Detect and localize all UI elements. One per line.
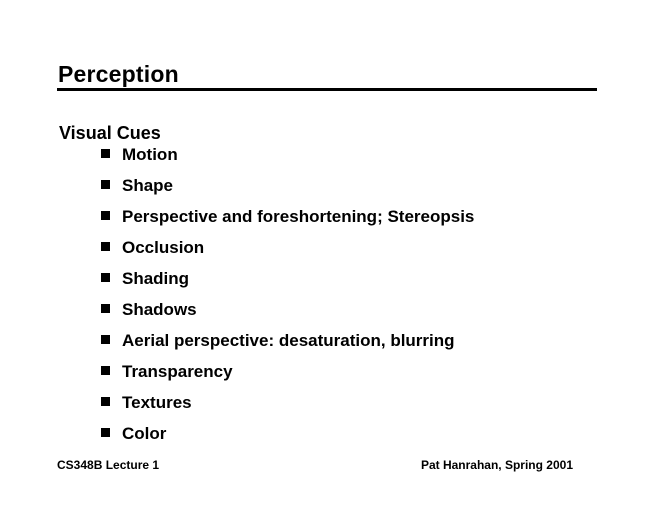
- list-item: Shadows: [101, 293, 474, 324]
- bullet-label: Textures: [122, 392, 192, 412]
- bullet-label: Occlusion: [122, 237, 205, 257]
- square-bullet-icon: [101, 397, 110, 406]
- square-bullet-icon: [101, 149, 110, 158]
- footer-course-label: CS348B Lecture 1: [57, 458, 160, 472]
- list-item: Perspective and foreshortening; Stereops…: [101, 200, 474, 231]
- footer-author-label: Pat Hanrahan, Spring 2001: [420, 458, 573, 472]
- bullet-label: Perspective and foreshortening; Stereops…: [122, 206, 475, 226]
- bullet-label: Motion: [122, 144, 178, 164]
- list-item: Shading: [101, 262, 474, 293]
- square-bullet-icon: [101, 335, 110, 344]
- bullet-label: Shading: [122, 268, 190, 288]
- square-bullet-icon: [101, 366, 110, 375]
- square-bullet-icon: [101, 180, 110, 189]
- bullet-label: Shadows: [122, 299, 197, 319]
- bullet-label: Shape: [122, 175, 174, 195]
- list-item: Textures: [101, 386, 474, 417]
- square-bullet-icon: [101, 242, 110, 251]
- square-bullet-icon: [101, 273, 110, 282]
- bullet-list: Motion Shape Perspective and foreshorten…: [101, 138, 474, 448]
- bullet-label: Aerial perspective: desaturation, blurri…: [122, 330, 455, 350]
- list-item: Shape: [101, 169, 474, 200]
- title-rule-divider: [57, 88, 597, 91]
- square-bullet-icon: [101, 211, 110, 220]
- square-bullet-icon: [101, 304, 110, 313]
- square-bullet-icon: [101, 428, 110, 437]
- list-item: Aerial perspective: desaturation, blurri…: [101, 324, 474, 355]
- list-item: Color: [101, 417, 474, 448]
- bullet-label: Color: [122, 423, 167, 443]
- list-item: Occlusion: [101, 231, 474, 262]
- slide-title: Perception: [58, 61, 179, 88]
- bullet-label: Transparency: [122, 361, 233, 381]
- section-heading: Visual Cues: [59, 122, 161, 143]
- list-item: Motion: [101, 138, 474, 169]
- list-item: Transparency: [101, 355, 474, 386]
